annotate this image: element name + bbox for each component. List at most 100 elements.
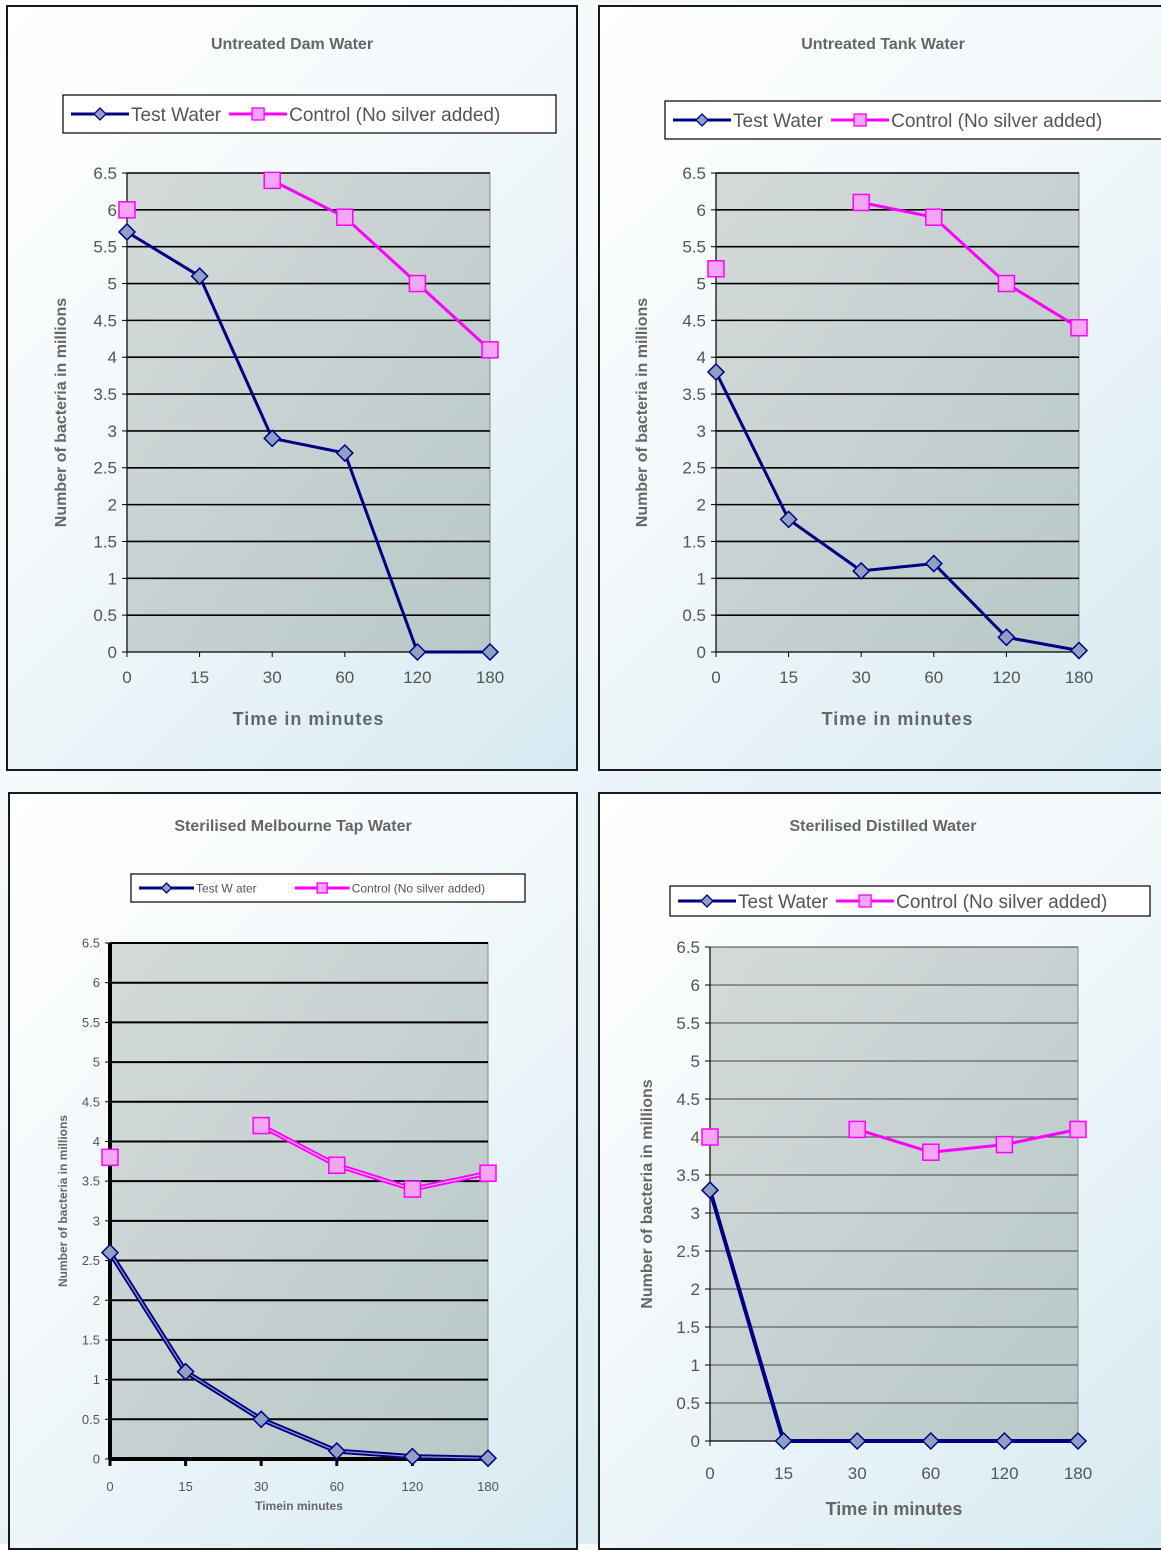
legend-entry-test-water: Test Water bbox=[733, 111, 824, 132]
data-point-test-water bbox=[190, 267, 209, 286]
data-point-test-water bbox=[327, 1442, 346, 1461]
y-tick-label: 4 bbox=[691, 1128, 700, 1147]
y-tick-label: 2 bbox=[691, 1280, 700, 1299]
chart-panel-dam-water: Untreated Dam Water 0 0.5 1 1.5 2 2.5 3 3.5 4 4.5 5… bbox=[6, 5, 578, 771]
y-tick-label: 6.5 bbox=[682, 164, 706, 183]
legend-diamond-icon bbox=[695, 113, 709, 127]
data-point-control bbox=[1069, 1120, 1087, 1139]
data-point-test-water bbox=[852, 561, 871, 580]
legend-entry-control: Control (No silver added) bbox=[289, 105, 500, 126]
data-point-test-water bbox=[779, 510, 798, 529]
x-tick-label: 0 bbox=[106, 1479, 113, 1494]
data-point-test-water bbox=[848, 1431, 867, 1451]
legend-entry-control: Control (No silver added) bbox=[352, 881, 485, 895]
plot-area bbox=[709, 946, 1079, 1442]
data-point-test-water bbox=[995, 1431, 1014, 1451]
y-tick-label: 6.5 bbox=[676, 938, 700, 957]
y-axis-title: Number of bacteria in millions bbox=[639, 1079, 656, 1308]
y-tick-label: 1.5 bbox=[676, 1318, 700, 1337]
legend-square-icon bbox=[853, 113, 867, 127]
x-tick-label: 30 bbox=[263, 668, 282, 687]
y-tick-label: 1.5 bbox=[682, 532, 706, 551]
data-point-control bbox=[922, 1143, 940, 1161]
legend-square-icon bbox=[251, 107, 265, 121]
y-tick-label: 4 bbox=[93, 1134, 100, 1149]
plot-area bbox=[109, 942, 489, 1460]
data-point-test-water bbox=[1068, 1431, 1088, 1451]
data-point-control bbox=[403, 1180, 422, 1198]
x-tick-label: 0 bbox=[711, 668, 720, 687]
data-point-test-water bbox=[706, 362, 726, 382]
legend-box bbox=[62, 94, 557, 134]
y-axis-title: Number of bacteria in millions bbox=[634, 298, 651, 527]
y-tick-label: 6 bbox=[697, 201, 706, 220]
data-point-control bbox=[848, 1120, 866, 1139]
y-tick-label: 2 bbox=[108, 496, 117, 515]
y-tick-label: 6 bbox=[93, 975, 100, 990]
y-tick-label: 3 bbox=[108, 422, 117, 441]
legend-square-icon bbox=[316, 882, 328, 894]
plot-area bbox=[715, 172, 1080, 653]
y-tick-label: 3 bbox=[697, 422, 706, 441]
series-line-test-water bbox=[126, 230, 490, 654]
chart-svg: Untreated Tank Water 0 0.5 1 1.5 2 2.5 3 3.5 4 4.5… bbox=[634, 36, 1161, 729]
series-line-highlight bbox=[260, 1125, 489, 1190]
y-tick-label: 2 bbox=[93, 1293, 100, 1308]
y-tick-label: 0 bbox=[108, 643, 117, 662]
x-tick-label: 120 bbox=[403, 668, 431, 687]
data-point-test-water bbox=[117, 222, 137, 242]
y-tick-label: 3.5 bbox=[682, 385, 706, 404]
data-point-test-water bbox=[700, 1181, 720, 1200]
y-tick-label: 4.5 bbox=[676, 1090, 700, 1109]
y-tick-label: 6 bbox=[691, 976, 700, 995]
y-tick-label: 3.5 bbox=[82, 1174, 100, 1189]
y-tick-label: 0.5 bbox=[676, 1394, 700, 1413]
y-tick-label: 0.5 bbox=[682, 606, 706, 625]
data-point-control bbox=[328, 1156, 346, 1175]
series-line-highlight bbox=[109, 1252, 489, 1459]
chart-title: Untreated Dam Water bbox=[211, 36, 373, 53]
data-point-control bbox=[118, 201, 136, 219]
data-point-test-water bbox=[997, 628, 1016, 647]
y-tick-label: 4.5 bbox=[82, 1094, 100, 1109]
y-tick-label: 5.5 bbox=[82, 1015, 100, 1030]
x-tick-label: 30 bbox=[254, 1479, 268, 1494]
x-axis-title: Time in minutes bbox=[822, 709, 974, 729]
x-tick-label: 15 bbox=[774, 1464, 793, 1483]
legend-square-icon bbox=[858, 894, 872, 908]
data-point-test-water bbox=[774, 1431, 793, 1451]
data-point-control bbox=[707, 260, 725, 278]
legend-diamond-icon bbox=[93, 107, 107, 121]
legend-entry-control: Control (No silver added) bbox=[891, 111, 1102, 132]
data-point-test-water bbox=[403, 1447, 422, 1466]
y-tick-label: 2.5 bbox=[82, 1253, 100, 1268]
y-tick-label: 3.5 bbox=[676, 1166, 700, 1185]
data-point-test-water bbox=[100, 1243, 120, 1262]
plot-area bbox=[126, 172, 491, 653]
y-tick-label: 3 bbox=[691, 1204, 700, 1223]
chart-panel-distilled-water: Sterilised Distilled Water 0 0.5 1 1.5 2 2.5 3 3… bbox=[598, 792, 1161, 1550]
data-point-control bbox=[336, 208, 354, 226]
y-tick-label: 0 bbox=[691, 1432, 700, 1451]
data-point-test-water bbox=[263, 429, 282, 448]
x-tick-label: 60 bbox=[335, 668, 354, 687]
x-tick-label: 30 bbox=[852, 668, 871, 687]
data-point-control bbox=[997, 274, 1016, 293]
data-point-control bbox=[252, 1116, 270, 1135]
y-tick-label: 0.5 bbox=[93, 606, 117, 625]
y-tick-label: 5 bbox=[691, 1052, 700, 1071]
legend-box bbox=[669, 885, 1151, 917]
x-axis-title: Timein minutes bbox=[255, 1499, 343, 1513]
data-point-control bbox=[995, 1135, 1014, 1154]
data-point-control bbox=[408, 274, 427, 293]
data-point-test-water bbox=[478, 1449, 498, 1468]
y-tick-label: 2.5 bbox=[676, 1242, 700, 1261]
x-tick-label: 180 bbox=[1065, 668, 1093, 687]
y-tick-label: 1.5 bbox=[93, 532, 117, 551]
y-tick-label: 5.5 bbox=[682, 238, 706, 257]
legend-entry-control: Control (No silver added) bbox=[896, 892, 1107, 913]
data-point-test-water bbox=[176, 1362, 195, 1381]
y-axis-title: Number of bacteria in millions bbox=[53, 298, 70, 527]
y-tick-label: 4 bbox=[697, 348, 706, 367]
data-point-control bbox=[101, 1148, 119, 1167]
